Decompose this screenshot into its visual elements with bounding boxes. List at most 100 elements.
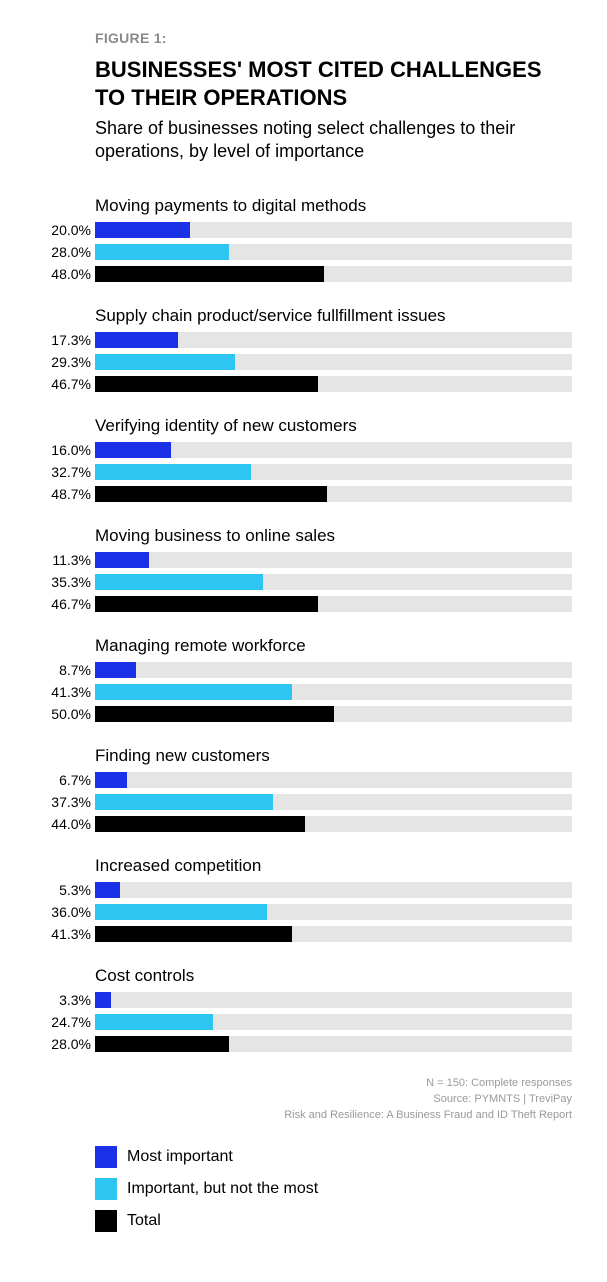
bar-group-title: Moving business to online sales bbox=[95, 526, 572, 546]
bar-row: 5.3% bbox=[35, 880, 572, 900]
bar-track bbox=[95, 794, 572, 810]
bar-track bbox=[95, 574, 572, 590]
bar-value-label: 17.3% bbox=[35, 330, 95, 350]
footnotes: N = 150: Complete responsesSource: PYMNT… bbox=[35, 1076, 572, 1124]
bar-track bbox=[95, 376, 572, 392]
bar-chart: Moving payments to digital methods20.0%2… bbox=[35, 196, 572, 1054]
footnote-line: Source: PYMNTS | TreviPay bbox=[35, 1092, 572, 1108]
bar-row: 46.7% bbox=[35, 374, 572, 394]
bar-row: 8.7% bbox=[35, 660, 572, 680]
bar-fill bbox=[95, 1014, 213, 1030]
bar-row: 20.0% bbox=[35, 220, 572, 240]
bar-value-label: 48.7% bbox=[35, 484, 95, 504]
legend-label: Total bbox=[127, 1212, 161, 1230]
bar-track bbox=[95, 354, 572, 370]
figure-subtitle: Share of businesses noting select challe… bbox=[95, 117, 572, 162]
bar-track bbox=[95, 332, 572, 348]
bar-fill bbox=[95, 442, 171, 458]
bar-fill bbox=[95, 772, 127, 788]
bar-fill bbox=[95, 1036, 229, 1052]
bar-fill bbox=[95, 332, 178, 348]
bar-track bbox=[95, 882, 572, 898]
figure-container: FIGURE 1: BUSINESSES' MOST CITED CHALLEN… bbox=[0, 0, 607, 1282]
bar-track bbox=[95, 926, 572, 942]
bar-value-label: 8.7% bbox=[35, 660, 95, 680]
bar-track bbox=[95, 442, 572, 458]
bar-group: Finding new customers6.7%37.3%44.0% bbox=[35, 746, 572, 834]
bar-group: Managing remote workforce8.7%41.3%50.0% bbox=[35, 636, 572, 724]
bar-fill bbox=[95, 244, 229, 260]
bar-track bbox=[95, 464, 572, 480]
bar-value-label: 16.0% bbox=[35, 440, 95, 460]
bar-value-label: 41.3% bbox=[35, 682, 95, 702]
bar-group-title: Cost controls bbox=[95, 966, 572, 986]
bar-fill bbox=[95, 354, 235, 370]
bar-value-label: 6.7% bbox=[35, 770, 95, 790]
bar-row: 6.7% bbox=[35, 770, 572, 790]
bar-track bbox=[95, 992, 572, 1008]
legend-label: Most important bbox=[127, 1148, 233, 1166]
bar-fill bbox=[95, 376, 318, 392]
bar-row: 3.3% bbox=[35, 990, 572, 1010]
legend-label: Important, but not the most bbox=[127, 1180, 318, 1198]
bar-value-label: 29.3% bbox=[35, 352, 95, 372]
bar-fill bbox=[95, 266, 324, 282]
footnote-line: N = 150: Complete responses bbox=[35, 1076, 572, 1092]
bar-track bbox=[95, 684, 572, 700]
bar-group: Increased competition5.3%36.0%41.3% bbox=[35, 856, 572, 944]
bar-group-title: Supply chain product/service fullfillmen… bbox=[95, 306, 572, 326]
bar-group: Verifying identity of new customers16.0%… bbox=[35, 416, 572, 504]
bar-fill bbox=[95, 904, 267, 920]
bar-track bbox=[95, 222, 572, 238]
bar-row: 32.7% bbox=[35, 462, 572, 482]
legend-item: Total bbox=[95, 1210, 572, 1232]
figure-label: FIGURE 1: bbox=[95, 30, 572, 46]
bar-fill bbox=[95, 992, 111, 1008]
bar-track bbox=[95, 244, 572, 260]
bar-group-title: Verifying identity of new customers bbox=[95, 416, 572, 436]
bar-value-label: 48.0% bbox=[35, 264, 95, 284]
bar-fill bbox=[95, 574, 263, 590]
bar-row: 29.3% bbox=[35, 352, 572, 372]
bar-group: Cost controls3.3%24.7%28.0% bbox=[35, 966, 572, 1054]
bar-value-label: 28.0% bbox=[35, 1034, 95, 1054]
bar-value-label: 46.7% bbox=[35, 594, 95, 614]
bar-track bbox=[95, 596, 572, 612]
bar-value-label: 24.7% bbox=[35, 1012, 95, 1032]
bar-row: 17.3% bbox=[35, 330, 572, 350]
bar-value-label: 32.7% bbox=[35, 462, 95, 482]
bar-row: 35.3% bbox=[35, 572, 572, 592]
bar-value-label: 3.3% bbox=[35, 990, 95, 1010]
bar-value-label: 37.3% bbox=[35, 792, 95, 812]
legend-item: Most important bbox=[95, 1146, 572, 1168]
bar-group: Moving business to online sales11.3%35.3… bbox=[35, 526, 572, 614]
legend-swatch bbox=[95, 1146, 117, 1168]
bar-fill bbox=[95, 882, 120, 898]
bar-fill bbox=[95, 552, 149, 568]
bar-track bbox=[95, 1036, 572, 1052]
bar-track bbox=[95, 772, 572, 788]
bar-fill bbox=[95, 222, 190, 238]
bar-group: Supply chain product/service fullfillmen… bbox=[35, 306, 572, 394]
bar-value-label: 46.7% bbox=[35, 374, 95, 394]
bar-row: 44.0% bbox=[35, 814, 572, 834]
legend-swatch bbox=[95, 1210, 117, 1232]
bar-group-title: Increased competition bbox=[95, 856, 572, 876]
bar-track bbox=[95, 706, 572, 722]
bar-row: 41.3% bbox=[35, 924, 572, 944]
bar-row: 37.3% bbox=[35, 792, 572, 812]
bar-row: 46.7% bbox=[35, 594, 572, 614]
bar-fill bbox=[95, 486, 327, 502]
bar-fill bbox=[95, 684, 292, 700]
bar-value-label: 20.0% bbox=[35, 220, 95, 240]
bar-track bbox=[95, 552, 572, 568]
bar-group: Moving payments to digital methods20.0%2… bbox=[35, 196, 572, 284]
bar-row: 48.0% bbox=[35, 264, 572, 284]
bar-track bbox=[95, 486, 572, 502]
bar-value-label: 28.0% bbox=[35, 242, 95, 262]
bar-track bbox=[95, 904, 572, 920]
bar-fill bbox=[95, 596, 318, 612]
bar-group-title: Managing remote workforce bbox=[95, 636, 572, 656]
bar-value-label: 50.0% bbox=[35, 704, 95, 724]
bar-row: 28.0% bbox=[35, 1034, 572, 1054]
